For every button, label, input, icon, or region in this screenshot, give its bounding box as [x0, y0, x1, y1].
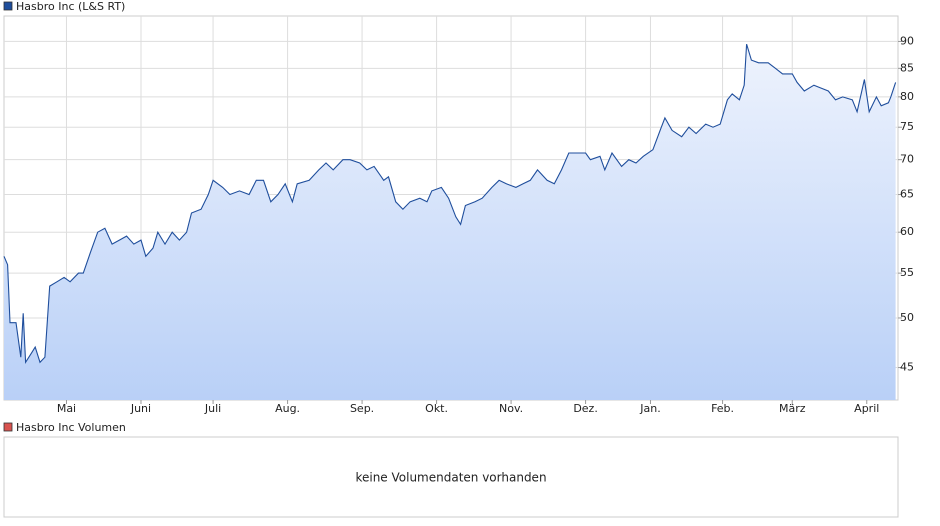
- x-tick-label: Dez.: [573, 402, 598, 415]
- y-tick-label: 90: [900, 34, 914, 47]
- x-tick-label: Nov.: [499, 402, 523, 415]
- x-tick-label: Okt.: [425, 402, 448, 415]
- volume-legend: Hasbro Inc Volumen: [16, 421, 126, 434]
- y-tick-label: 50: [900, 311, 914, 324]
- x-tick-label: Sep.: [350, 402, 374, 415]
- x-tick-label: Juli: [204, 402, 221, 415]
- y-tick-label: 65: [900, 188, 914, 201]
- y-tick-label: 60: [900, 225, 914, 238]
- legend: Hasbro Inc (L&S RT): [3, 0, 125, 13]
- x-tick-label: Jan.: [639, 402, 660, 415]
- legend-label: Hasbro Inc (L&S RT): [16, 0, 125, 13]
- x-tick-label: Mai: [57, 402, 76, 415]
- y-tick-label: 75: [900, 120, 914, 133]
- y-tick-label: 45: [900, 361, 914, 374]
- x-tick-label: Aug.: [275, 402, 300, 415]
- x-tick-label: Feb.: [711, 402, 734, 415]
- volume-frame: [3, 436, 899, 518]
- y-tick-label: 85: [900, 61, 914, 74]
- price-line: [3, 43, 897, 365]
- x-tick-label: April: [854, 402, 879, 415]
- area-fill: [4, 44, 896, 400]
- y-tick-label: 55: [900, 266, 914, 279]
- y-tick-label: 80: [900, 90, 914, 103]
- legend-swatch: [3, 1, 13, 11]
- volume-legend-swatch: [3, 422, 13, 432]
- x-tick-label: März: [779, 402, 806, 415]
- no-data-message: keine Volumendaten vorhanden: [355, 471, 546, 485]
- x-tick-label: Juni: [130, 402, 151, 415]
- y-tick-label: 70: [900, 153, 914, 166]
